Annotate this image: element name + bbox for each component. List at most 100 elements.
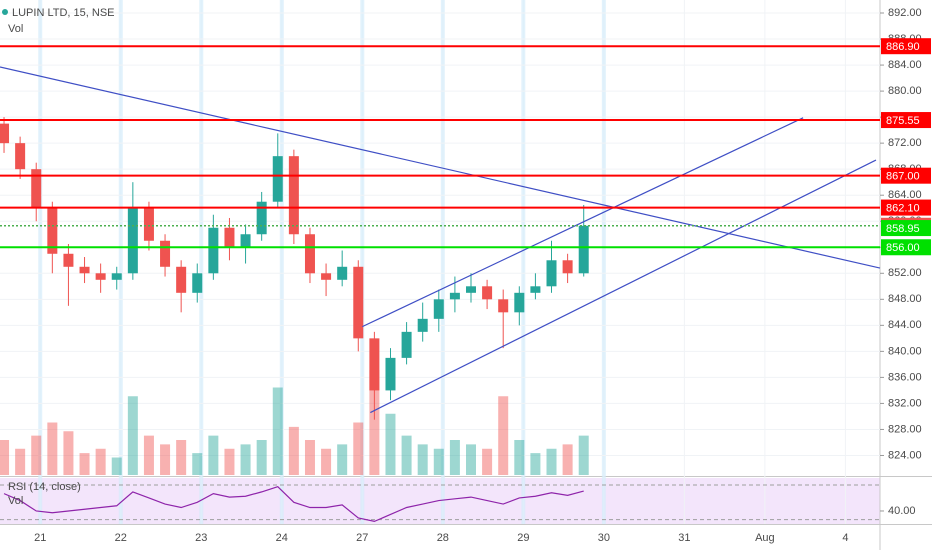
level-label-box [881, 167, 931, 184]
candle-body [433, 299, 444, 319]
volume-bar [79, 453, 90, 475]
session-break [118, 0, 123, 524]
candle-body [321, 273, 332, 280]
level-label-box [881, 220, 931, 237]
candle-body [143, 208, 154, 241]
rsi-volume-title: Vol [8, 495, 23, 507]
trend-line [362, 117, 804, 328]
candle-body [127, 208, 138, 274]
candle-body [498, 299, 509, 313]
candle-body [578, 225, 589, 274]
chart-title: LUPIN LTD, 15, NSE [12, 7, 115, 19]
y-tick-label: 872.00 [888, 137, 922, 149]
level-label: 858.95 [886, 223, 920, 235]
candle-body [208, 227, 219, 274]
rsi-line [3, 485, 584, 523]
candle-body [63, 253, 74, 267]
y-tick-label: 864.00 [888, 189, 922, 201]
volume-bar [498, 396, 509, 475]
volume-bar [272, 387, 283, 475]
candle-body [465, 286, 476, 293]
session-break [38, 0, 43, 524]
volume-bar [95, 448, 106, 475]
candle-body [337, 266, 348, 280]
volume-bar [47, 422, 58, 475]
x-tick-label: 28 [437, 532, 449, 544]
x-tick-label: 4 [842, 532, 848, 544]
candle-body [0, 123, 10, 144]
candle-body [256, 201, 267, 235]
level-label: 862.10 [886, 202, 920, 214]
rsi-tick-label: 40.00 [888, 505, 916, 517]
x-tick-label: 21 [34, 532, 46, 544]
volume-bar [417, 444, 428, 475]
candle-body [417, 318, 428, 332]
session-break [360, 0, 365, 524]
y-tick-label: 884.00 [888, 59, 922, 71]
x-tick-label: 30 [598, 532, 610, 544]
volume-bar [514, 440, 525, 475]
volume-bar [546, 448, 557, 475]
volume-bar [208, 435, 219, 475]
candle-body [160, 240, 171, 267]
volume-bar [353, 422, 364, 475]
y-tick-label: 848.00 [888, 293, 922, 305]
volume-bar [449, 440, 460, 475]
y-tick-label: 880.00 [888, 85, 922, 97]
volume-bar [0, 440, 10, 475]
candle-body [546, 260, 557, 287]
y-tick-label: 828.00 [888, 423, 922, 435]
candle-body [224, 227, 235, 248]
y-tick-label: 840.00 [888, 345, 922, 357]
volume-bar [111, 457, 122, 475]
candle-body [31, 169, 42, 209]
level-label-box [881, 239, 931, 256]
session-break [440, 0, 445, 524]
candle-body [482, 286, 493, 300]
candle-body [111, 273, 122, 280]
rsi-title: RSI (14, close) [8, 481, 81, 493]
x-tick-label: 29 [517, 532, 529, 544]
volume-bar [465, 444, 476, 475]
volume-bar [321, 448, 332, 475]
volume-bar [337, 444, 348, 475]
x-tick-label: 31 [678, 532, 690, 544]
candle-body [15, 143, 26, 170]
candle-body [401, 331, 412, 358]
candle-body [353, 266, 364, 339]
volume-bar [401, 435, 412, 475]
volume-bar [433, 448, 444, 475]
level-label: 856.00 [886, 242, 920, 254]
candle-body [272, 156, 283, 202]
volume-bar [143, 435, 154, 475]
volume-bar [160, 444, 171, 475]
candle-body [176, 266, 187, 293]
volume-bar [369, 370, 380, 475]
status-dot [2, 9, 8, 15]
level-label: 867.00 [886, 171, 920, 183]
volume-bar [562, 444, 573, 475]
volume-bar [240, 444, 251, 475]
volume-bar [127, 396, 138, 475]
candle-body [304, 234, 315, 274]
session-break [279, 0, 284, 524]
candle-body [530, 286, 541, 293]
y-tick-label: 852.00 [888, 267, 922, 279]
y-tick-label: 892.00 [888, 7, 922, 19]
x-tick-label: 23 [195, 532, 207, 544]
candle-body [514, 292, 525, 313]
trend-line [0, 66, 881, 269]
y-tick-label: 824.00 [888, 449, 922, 461]
x-tick-label: 22 [115, 532, 127, 544]
candle-body [240, 234, 251, 248]
volume-bar [63, 431, 74, 475]
session-break [199, 0, 204, 524]
volume-bar [482, 448, 493, 475]
volume-bar [31, 435, 42, 475]
candle-body [449, 292, 460, 300]
volume-bar [288, 426, 299, 475]
x-tick-label: Aug [755, 532, 775, 544]
volume-bar [385, 413, 396, 475]
x-tick-label: 27 [356, 532, 368, 544]
